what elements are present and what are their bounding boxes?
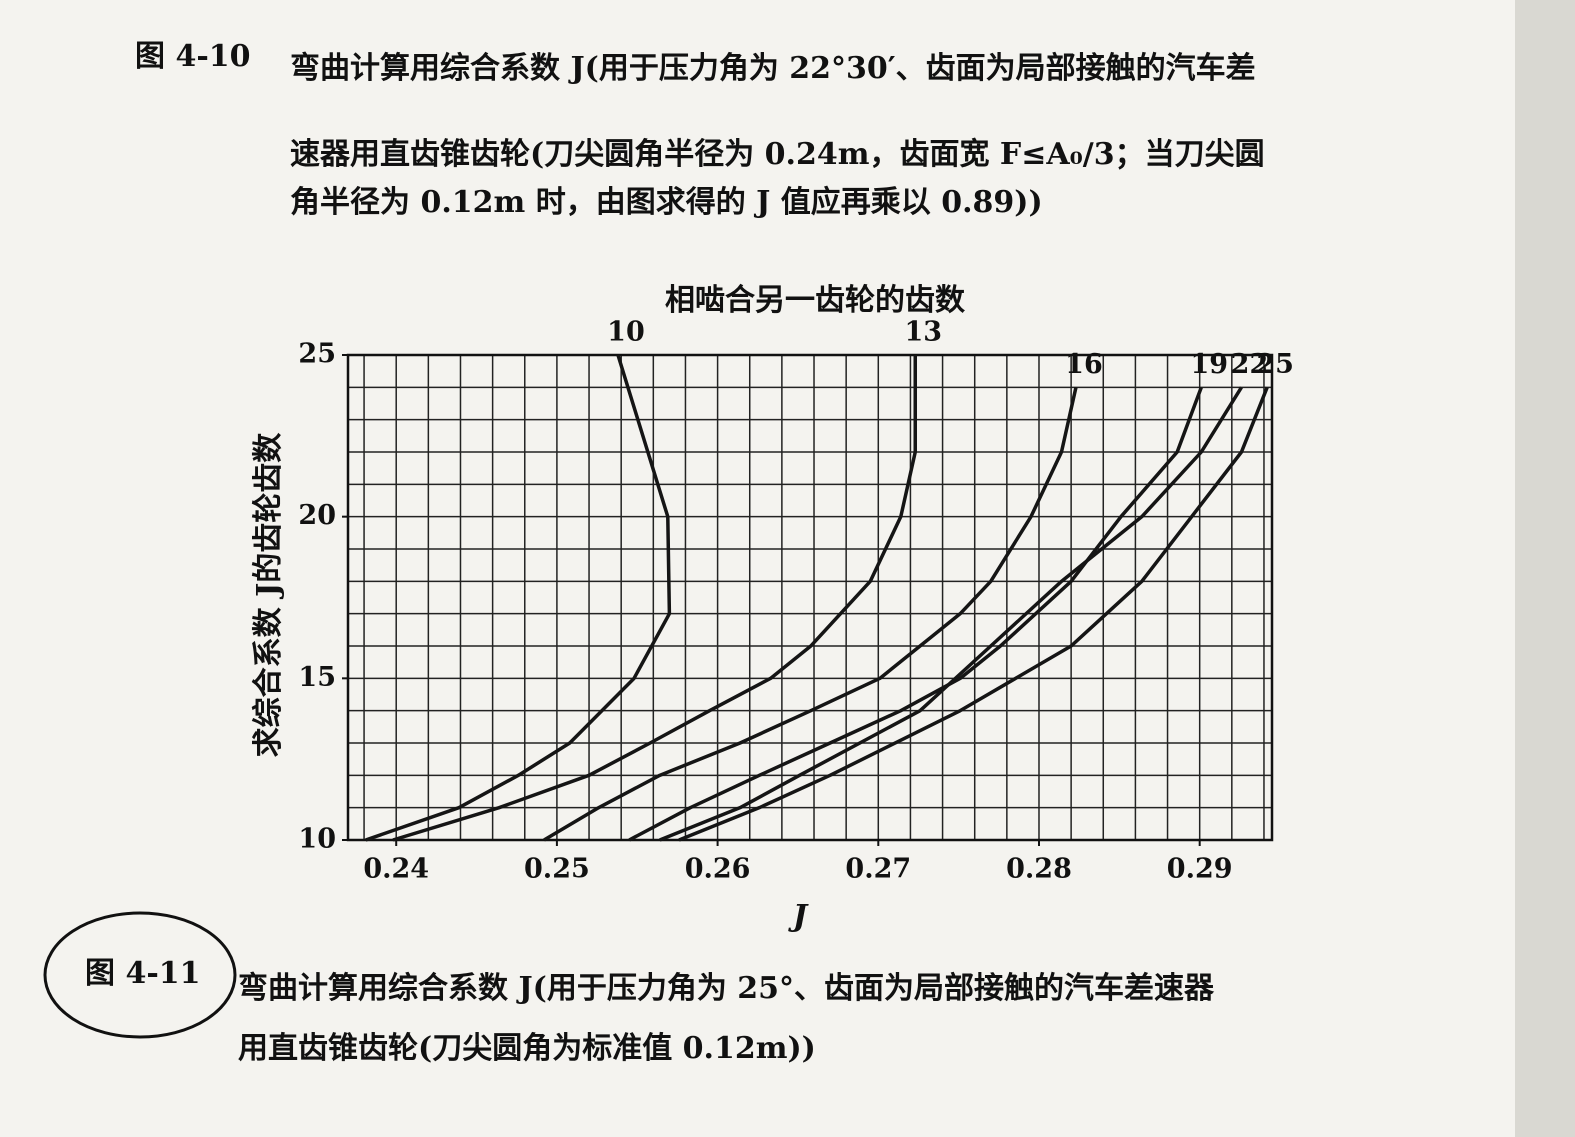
x-tick-label: 0.25 [524, 854, 590, 885]
curve [628, 386, 1203, 842]
curve-label: 13 [904, 317, 942, 348]
caption-bottom-label: 图 4-11 [85, 956, 201, 991]
caption-bottom-line: 用直齿锥齿轮(刀尖圆角为标准值 0.12m)) [238, 1031, 816, 1066]
plot: 10 15 20 25 0.24 0.25 0.26 0.27 0.28 0.29 10 13 16 19… [298, 317, 1294, 885]
x-tick-label: 0.24 [363, 854, 429, 885]
y-tick-label: 20 [298, 500, 336, 531]
caption-top-line: 速器用直齿锥齿轮(刀尖圆角半径为 0.24m，齿面宽 F≤A₀/3；当刀尖圆 [290, 137, 1265, 172]
caption-bottom-line: 弯曲计算用综合系数 J(用于压力角为 25°、齿面为局部接触的汽车差速器 [238, 971, 1215, 1006]
plot-frame [346, 353, 1274, 842]
page-edge [1515, 0, 1575, 1137]
curve-label: 25 [1256, 349, 1294, 380]
curve [659, 386, 1243, 842]
circle-mark [43, 911, 237, 1039]
y-tick-label: 10 [298, 824, 336, 855]
caption-top-line: 角半径为 0.12m 时，由图求得的 J 值应再乘以 0.89)) [290, 185, 1043, 220]
curve [678, 386, 1269, 842]
curve [392, 355, 918, 842]
y-tick-label: 15 [298, 662, 336, 693]
curve-label: 19 [1191, 349, 1229, 380]
curve-label: 22 [1231, 349, 1269, 380]
chart-title: 相啮合另一齿轮的齿数 [665, 283, 966, 318]
y-tick-label: 25 [298, 339, 336, 370]
x-tick-label: 0.29 [1167, 854, 1233, 885]
y-axis-label: 求综合系数 J的齿轮齿数 [251, 432, 286, 758]
caption-top-label: 图 4-10 [135, 39, 251, 74]
x-tick-label: 0.28 [1006, 854, 1072, 885]
curve [543, 386, 1078, 842]
curve-label: 16 [1065, 349, 1103, 380]
x-tick-label: 0.27 [845, 854, 911, 885]
curve [365, 354, 672, 842]
caption-top-line: 弯曲计算用综合系数 J(用于压力角为 22°30′、齿面为局部接触的汽车差 [290, 51, 1256, 86]
curve-label: 10 [607, 317, 645, 348]
x-tick-label: 0.26 [685, 854, 751, 885]
x-axis-label: J [788, 899, 809, 934]
